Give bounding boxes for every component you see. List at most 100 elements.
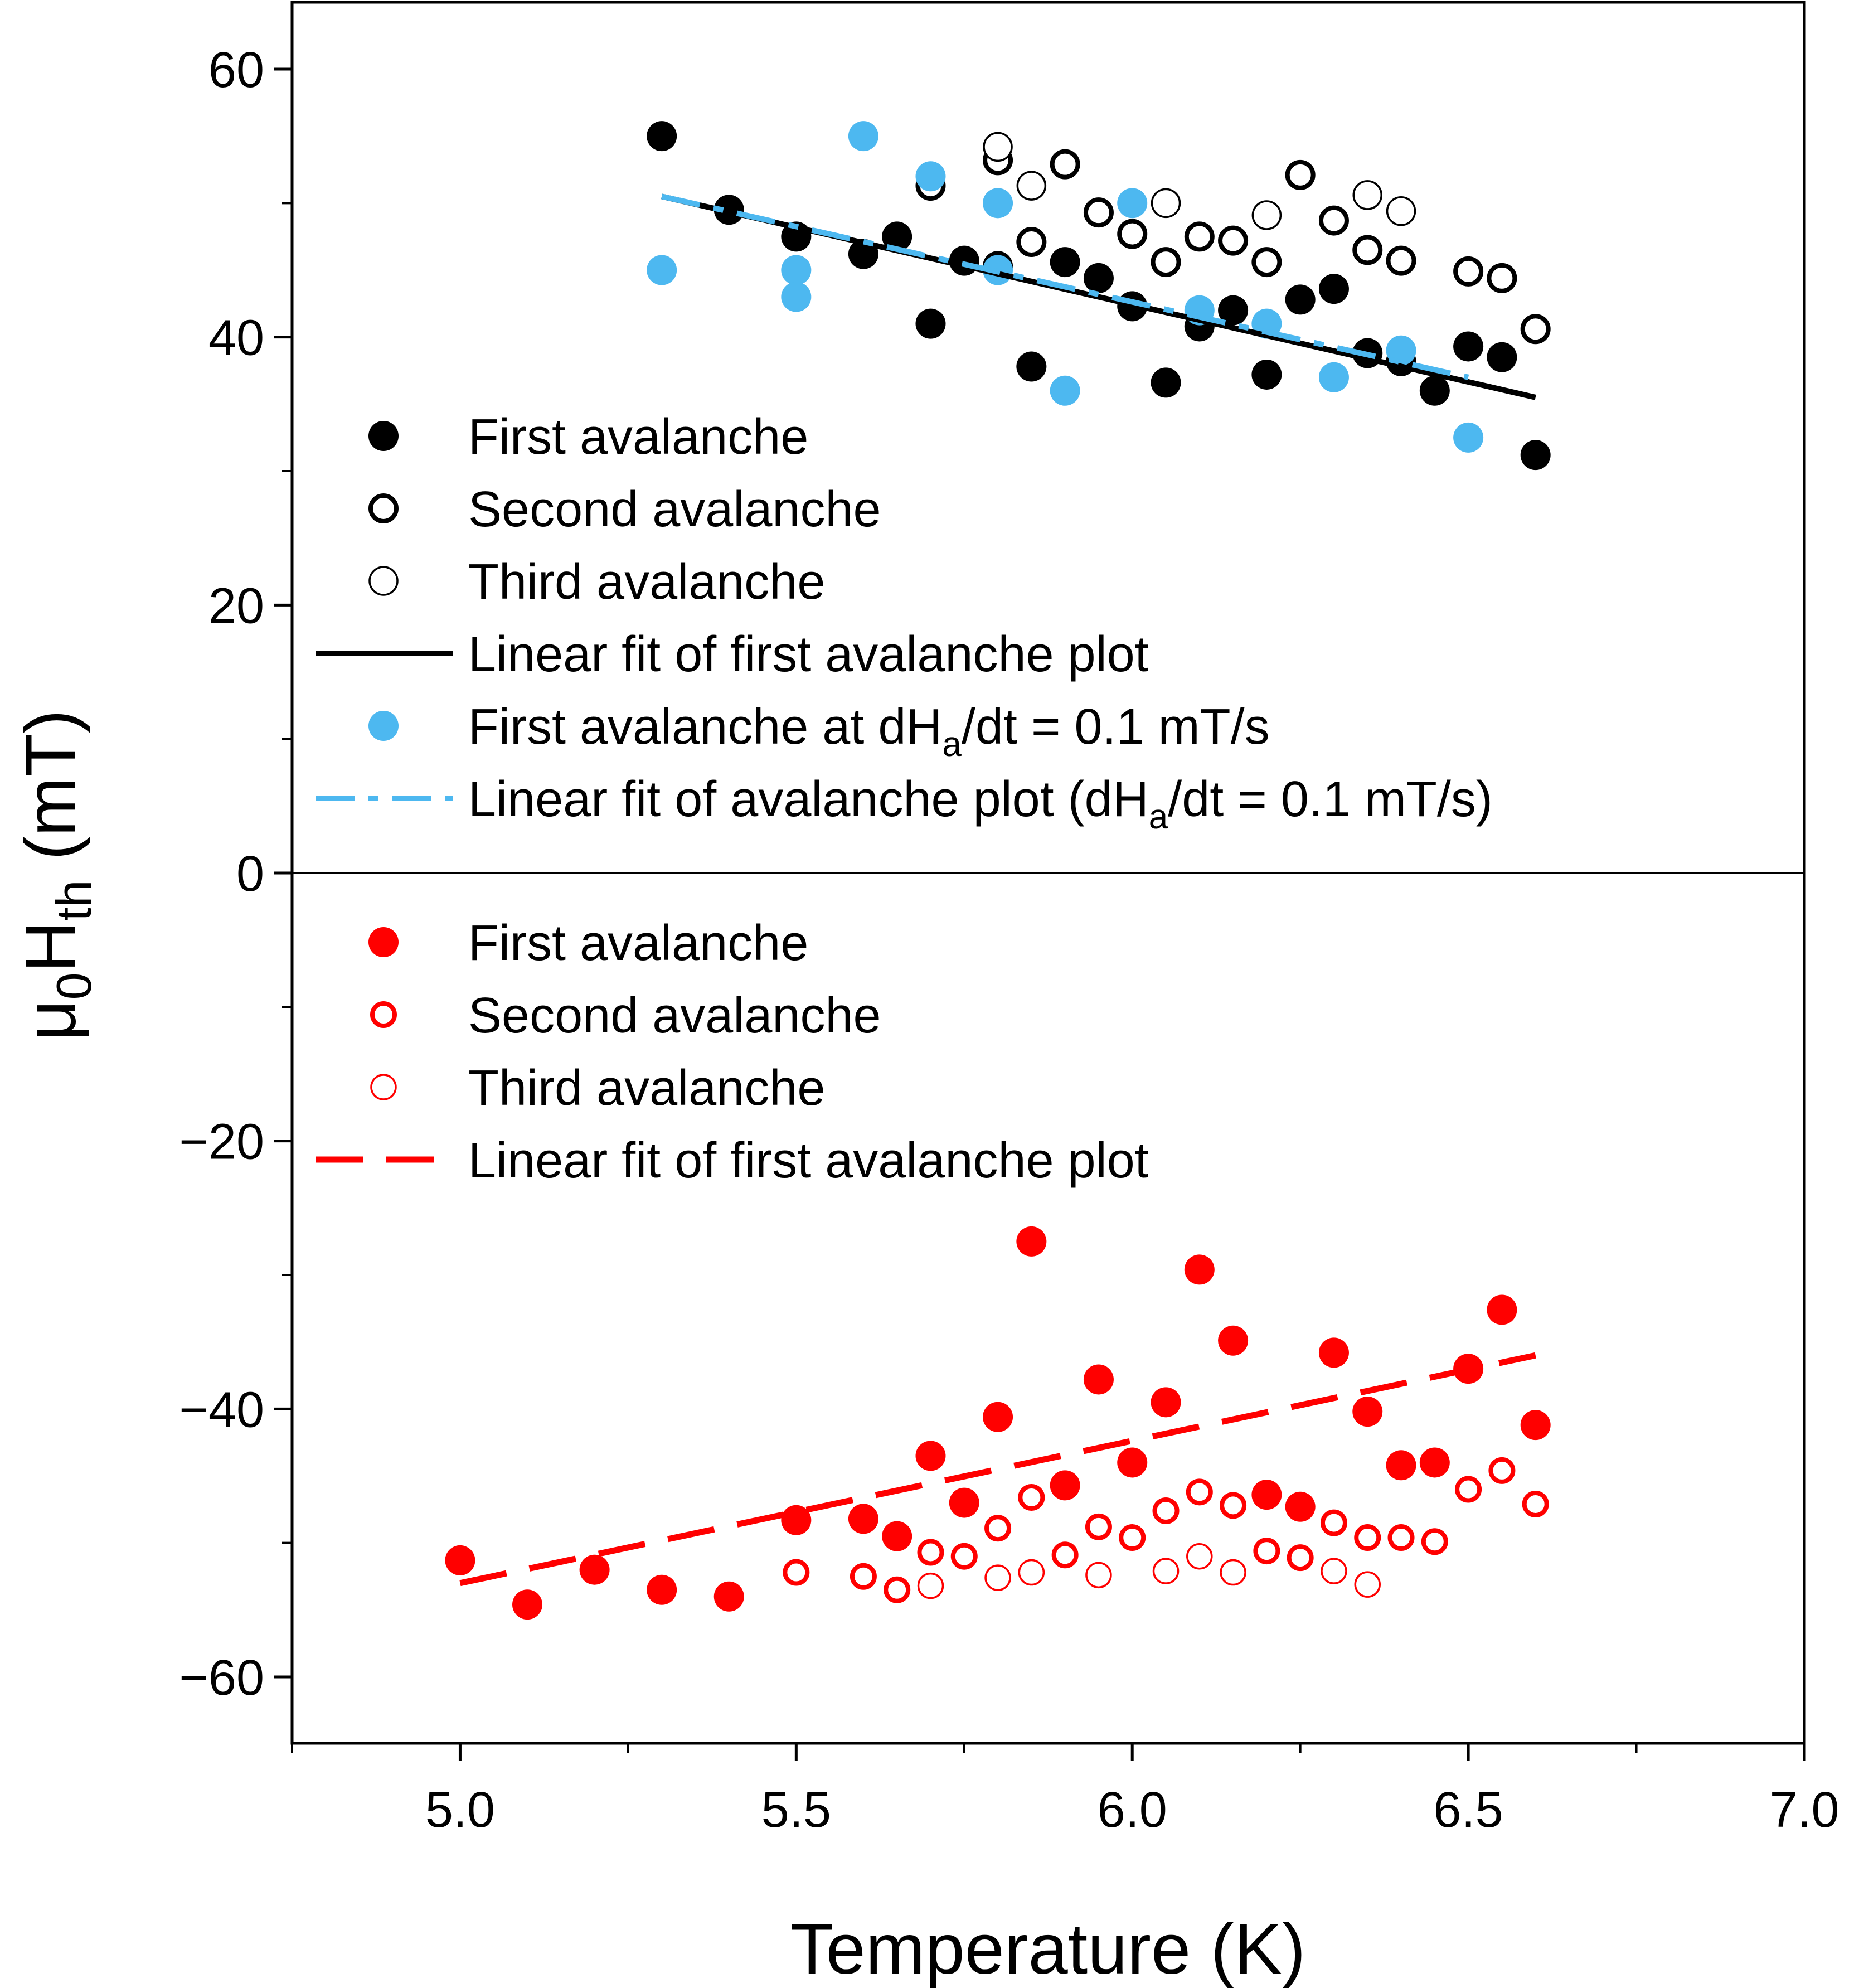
x-axis-title: Temperature (K) xyxy=(790,1909,1306,1988)
data-point xyxy=(647,121,677,152)
data-point xyxy=(1151,247,1181,278)
data-point xyxy=(1520,1410,1551,1441)
data-point xyxy=(1085,1562,1112,1589)
y-axis-title-h-sub: th xyxy=(46,880,101,921)
data-point xyxy=(850,1563,877,1590)
data-point xyxy=(1251,247,1282,278)
data-point xyxy=(512,1589,543,1620)
data-point xyxy=(1285,284,1316,315)
series-6 xyxy=(445,1226,1551,1620)
legend-marker xyxy=(368,566,399,596)
legend-label: Linear fit of first avalanche plot xyxy=(468,627,1149,682)
data-point xyxy=(1421,1528,1448,1555)
data-point xyxy=(1083,263,1114,293)
data-point xyxy=(1050,149,1080,180)
x-tick-label: 5.0 xyxy=(425,1782,495,1838)
y-axis: 60 40 20 0 −20 −40 −60 xyxy=(179,42,292,1706)
legend-item: First avalanche xyxy=(368,409,808,465)
data-point xyxy=(1386,245,1416,276)
legend-label: Third avalanche xyxy=(468,1060,825,1116)
data-point xyxy=(1318,1337,1349,1368)
data-point xyxy=(1321,1558,1347,1584)
data-point xyxy=(1318,274,1349,304)
series-8 xyxy=(917,1543,1381,1599)
data-point xyxy=(647,255,677,285)
y-axis-title: μ0Hth (mT) xyxy=(11,710,101,1041)
data-point xyxy=(1050,375,1080,406)
data-point xyxy=(983,188,1013,219)
legend-item: Third avalanche xyxy=(368,554,825,610)
data-point xyxy=(1218,295,1249,326)
data-point xyxy=(1016,351,1047,382)
y-tick-label: 60 xyxy=(208,42,264,98)
legend-item: First avalanche at dHa/dt = 0.1 mT/s xyxy=(368,699,1270,764)
data-point xyxy=(1151,367,1181,398)
data-point xyxy=(1453,256,1484,287)
data-point xyxy=(1352,180,1382,210)
data-point xyxy=(882,221,912,252)
data-point xyxy=(1354,1524,1381,1551)
data-point xyxy=(983,132,1013,162)
data-point xyxy=(1117,188,1148,219)
data-point xyxy=(1318,205,1349,236)
legend-marker xyxy=(368,711,399,741)
y-axis-title-h: H xyxy=(11,921,91,972)
data-point xyxy=(781,282,812,312)
data-point xyxy=(1318,362,1349,392)
data-point xyxy=(1354,1571,1381,1598)
data-point xyxy=(1251,1480,1282,1510)
data-point xyxy=(1117,219,1148,249)
legend-marker xyxy=(370,1074,397,1100)
legend-marker xyxy=(368,493,399,523)
x-tick-label: 6.5 xyxy=(1434,1782,1503,1838)
data-point xyxy=(1083,197,1114,228)
data-point xyxy=(1220,1492,1247,1519)
fit-line xyxy=(661,193,1469,380)
data-point xyxy=(1453,422,1484,453)
series-7 xyxy=(783,1457,1549,1603)
data-point xyxy=(848,121,878,152)
data-point xyxy=(579,1554,610,1585)
data-point xyxy=(1487,342,1517,372)
data-point xyxy=(1387,1524,1415,1551)
data-point xyxy=(1050,247,1080,278)
data-point xyxy=(1453,331,1484,362)
data-point xyxy=(882,1521,912,1551)
x-tick-label: 7.0 xyxy=(1769,1782,1839,1838)
y-axis-title-mu: μ xyxy=(11,1000,91,1041)
data-point xyxy=(984,1564,1011,1591)
data-point xyxy=(1117,1447,1148,1478)
legend-label: Second avalanche xyxy=(468,482,881,537)
data-point xyxy=(915,1441,946,1471)
data-point xyxy=(1352,1397,1383,1427)
data-point xyxy=(1285,1491,1316,1522)
data-point xyxy=(917,1572,944,1599)
data-point xyxy=(781,255,812,285)
data-point xyxy=(1050,1470,1080,1501)
series-1 xyxy=(915,145,1551,345)
y-tick-label: −60 xyxy=(179,1650,264,1706)
data-point xyxy=(1419,375,1450,406)
legend-label: First avalanche xyxy=(468,409,808,465)
data-point xyxy=(1016,227,1047,258)
data-point xyxy=(1287,1544,1314,1572)
data-point xyxy=(1253,1538,1280,1565)
data-point xyxy=(781,1505,812,1535)
data-point xyxy=(848,1504,878,1534)
data-point xyxy=(917,1539,944,1566)
legend-label: Linear fit of first avalanche plot xyxy=(468,1133,1149,1189)
legend-item: Linear fit of first avalanche plot xyxy=(316,627,1149,682)
data-point xyxy=(1522,1490,1549,1517)
data-point xyxy=(1220,1559,1246,1586)
data-point xyxy=(783,1559,810,1586)
data-point xyxy=(1016,171,1047,201)
data-point xyxy=(1386,1450,1416,1481)
legend-marker xyxy=(368,421,399,451)
data-point xyxy=(1016,1226,1047,1257)
fit-line xyxy=(459,1352,1536,1587)
y-axis-title-unit: (mT) xyxy=(11,710,91,880)
data-point xyxy=(1085,1513,1112,1540)
data-point xyxy=(1184,221,1215,252)
data-point xyxy=(949,1487,979,1518)
data-point xyxy=(1218,225,1249,256)
